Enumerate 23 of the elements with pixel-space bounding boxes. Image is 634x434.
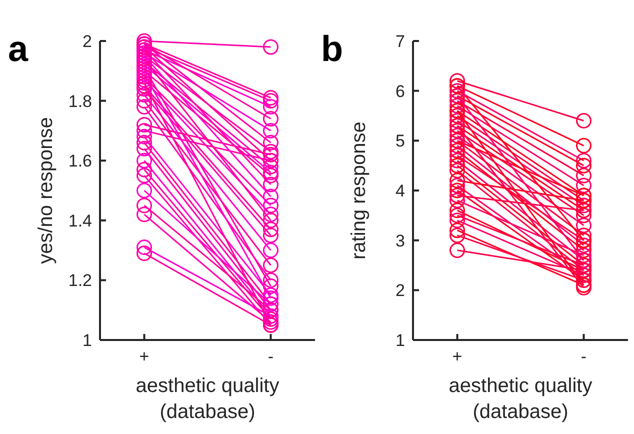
y-tick-label: 1.4: [68, 211, 92, 230]
y-tick-label: 1.8: [68, 92, 92, 111]
y-tick-label: 5: [396, 132, 405, 151]
y-tick-label: 4: [396, 181, 405, 200]
y-tick-label: 1: [396, 330, 405, 350]
chart-title: b: [321, 28, 343, 69]
y-tick-label: 6: [396, 82, 405, 101]
x-axis-title: aesthetic quality (database): [136, 375, 280, 423]
chart-title: a: [8, 28, 29, 69]
y-tick-label: 3: [396, 231, 405, 250]
y-tick-label: 2: [82, 32, 92, 51]
x-tick-label: +: [452, 347, 462, 366]
y-tick-label: 2: [396, 281, 405, 300]
x-tick-label: -: [268, 347, 274, 366]
x-axis-title: aesthetic quality (database): [448, 375, 592, 423]
x-tick-label: -: [580, 347, 587, 366]
y-tick-label: 7: [396, 32, 405, 51]
y-tick-label: 1.2: [68, 271, 92, 290]
x-tick-label: +: [139, 347, 150, 366]
y-tick-label: 1.6: [68, 152, 92, 171]
y-axis-title: yes/no response: [35, 117, 57, 264]
y-axis-title: rating response: [348, 122, 370, 260]
y-tick-label: 1: [82, 330, 92, 350]
